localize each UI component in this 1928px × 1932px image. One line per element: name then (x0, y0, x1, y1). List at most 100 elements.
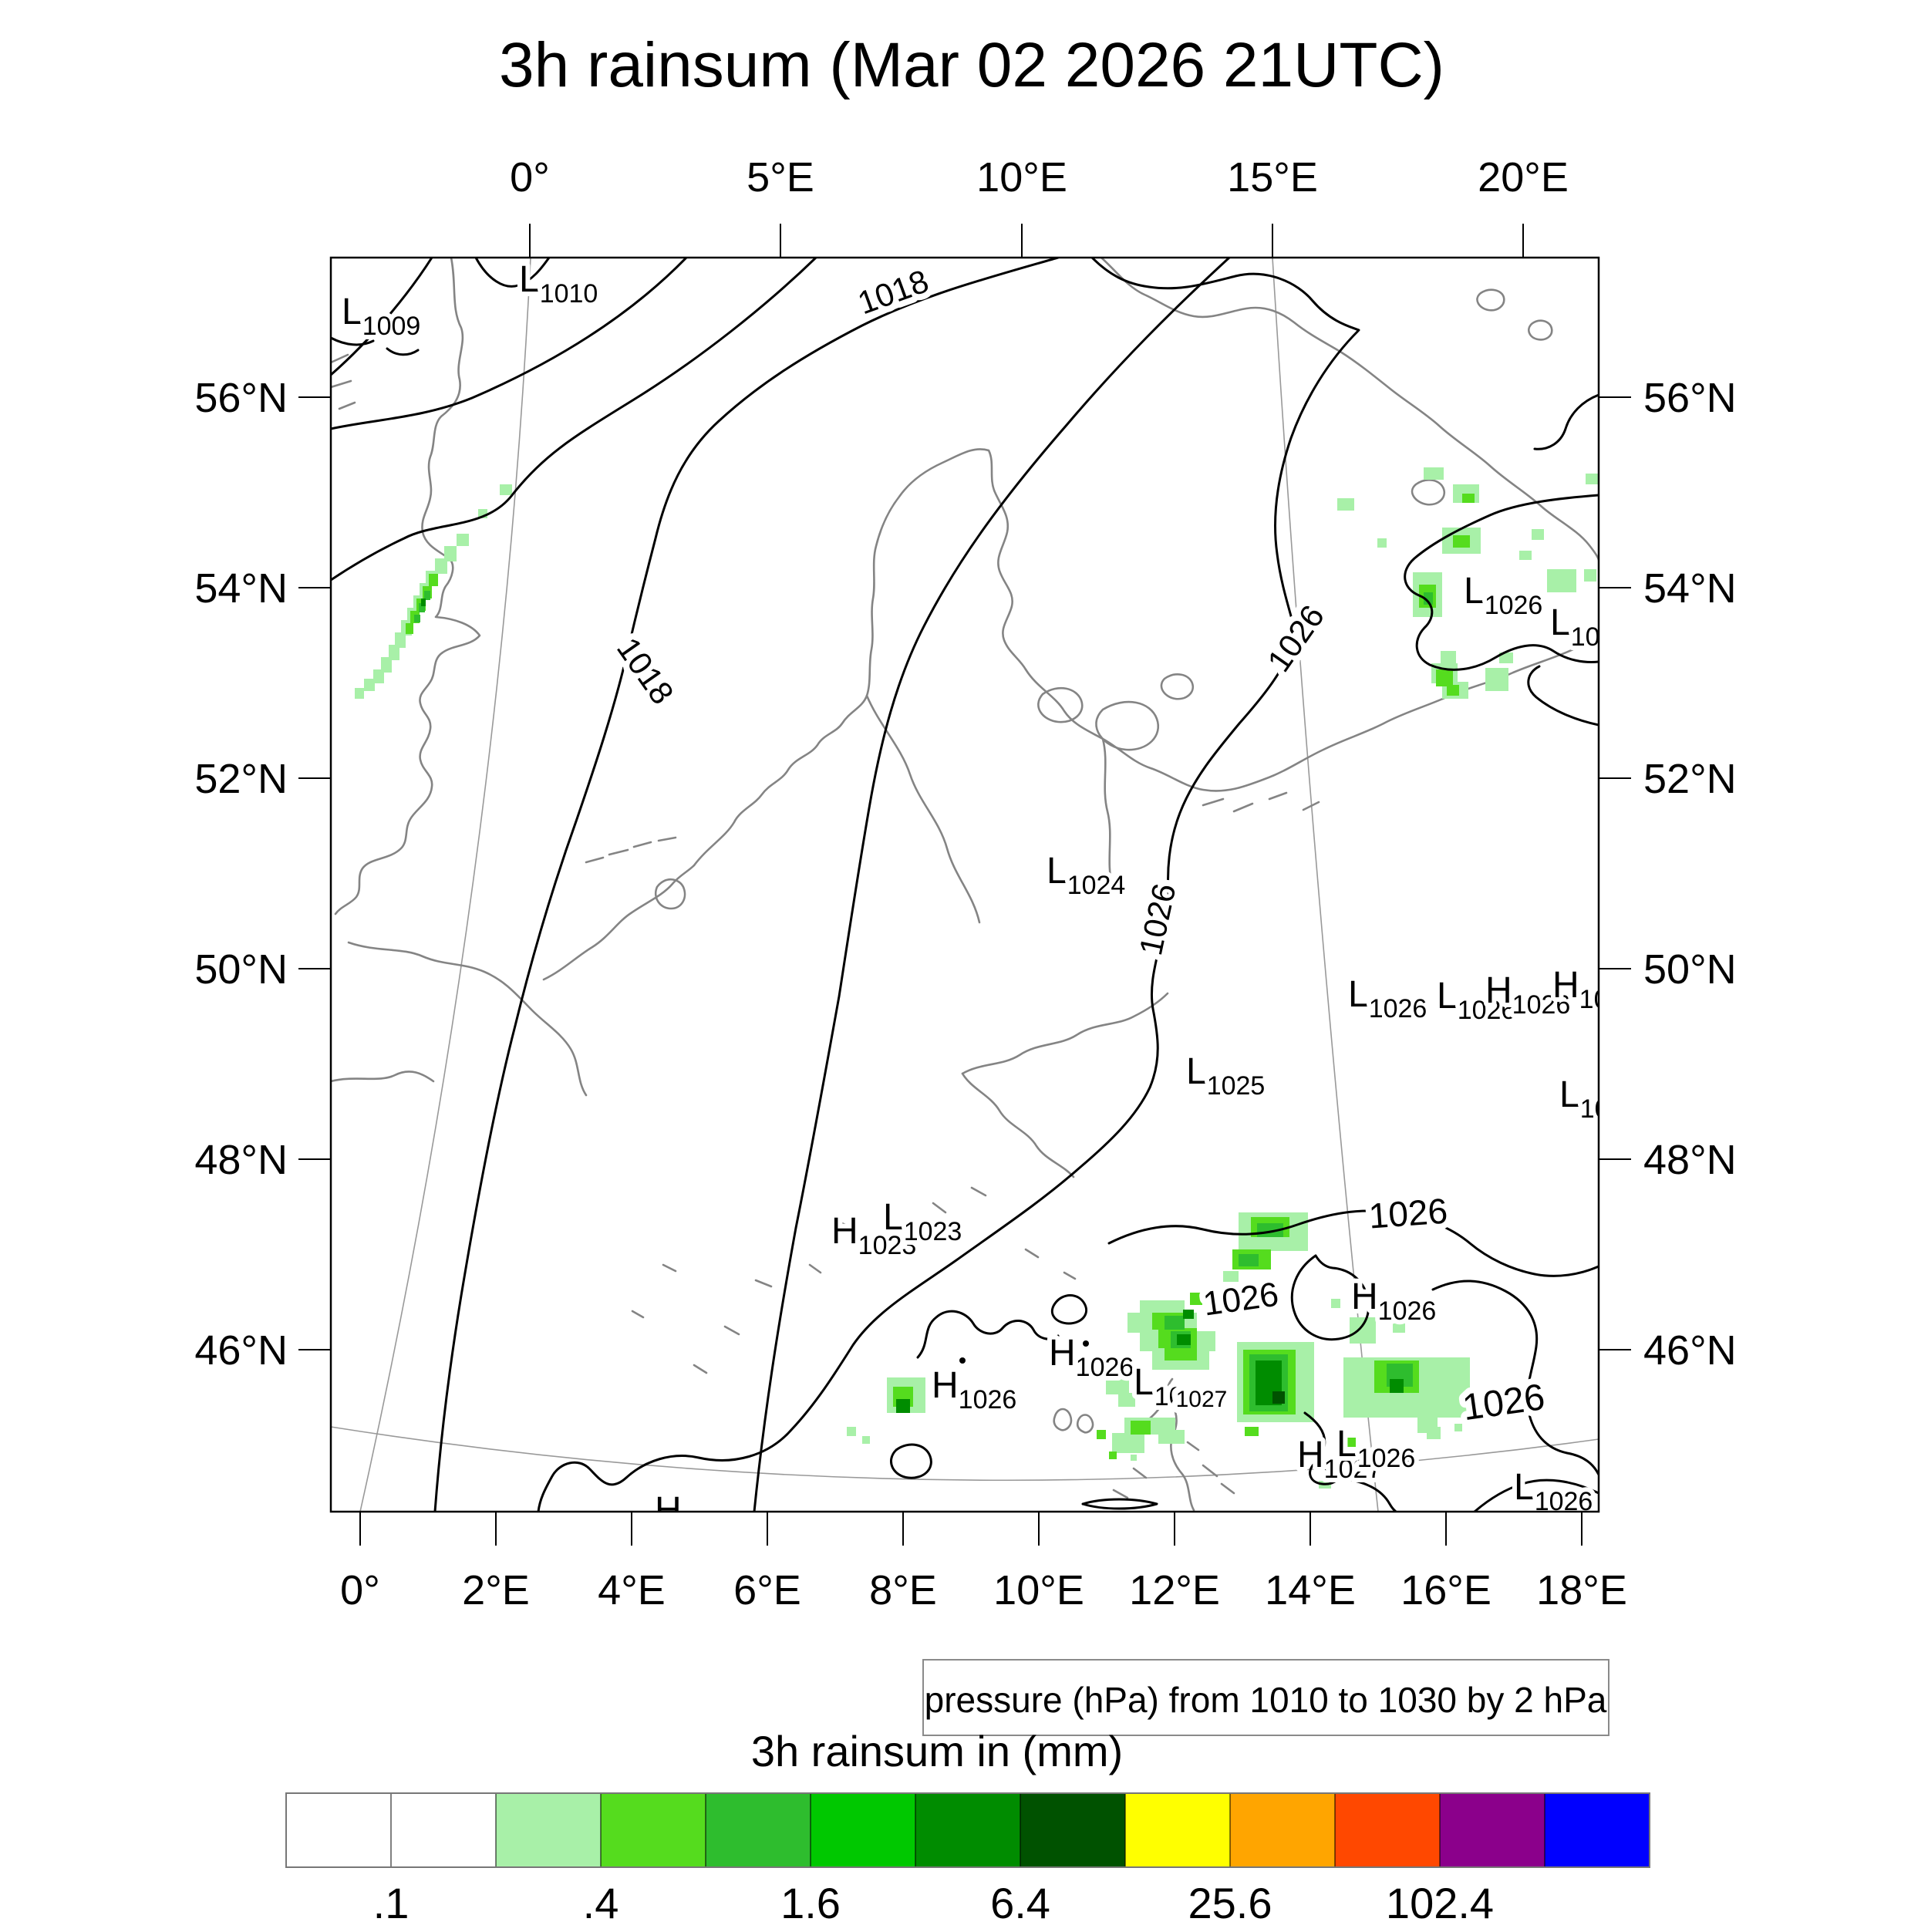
bottom-axis-label: 16°E (1400, 1567, 1492, 1613)
coastline (1053, 1408, 1094, 1434)
top-axis-label: 5°E (747, 154, 814, 201)
rain-cell (1586, 474, 1598, 484)
rain-cell (1131, 1421, 1151, 1435)
bottom-axis-label: 4°E (598, 1567, 666, 1613)
colorbar-cell (810, 1792, 916, 1868)
isobar (890, 1443, 932, 1479)
top-axis-label: 15°E (1227, 154, 1318, 201)
coastline (1112, 1441, 1235, 1499)
coastline (961, 1072, 1075, 1178)
right-axis-label: 54°N (1643, 565, 1737, 612)
colorbar-tick-label: 6.4 (990, 1879, 1050, 1927)
colorbar-cell (390, 1792, 497, 1868)
rain-cell (1377, 538, 1387, 548)
left-axis-label: 56°N (194, 375, 288, 421)
isobar (433, 258, 1060, 1512)
contour-value-label: 1026 (1460, 1377, 1547, 1428)
left-axis-label: 46°N (194, 1327, 288, 1374)
rain-cell (1532, 529, 1544, 540)
isobar (1404, 494, 1599, 671)
rain-cell (444, 546, 457, 561)
rain-cell (1584, 569, 1596, 582)
coastline (1095, 700, 1159, 751)
colorbar-cell (1229, 1792, 1336, 1868)
coastline (1476, 288, 1553, 341)
rain-cell (1547, 569, 1576, 592)
coastline (1100, 258, 1599, 561)
rain-cell (1337, 1428, 1345, 1436)
rain-cell (1337, 498, 1354, 511)
bottom-axis-label: 0° (340, 1567, 380, 1613)
top-axis-label: 20°E (1478, 154, 1569, 201)
contour-value-label: 1018 (610, 631, 681, 710)
coastline (1411, 479, 1446, 506)
isobar (1309, 1458, 1343, 1485)
colorbar: .1 .4 1.6 6.4 25.6 102.4 (285, 1792, 1650, 1927)
coastline (331, 1071, 435, 1083)
rain-cell (406, 623, 413, 634)
coastline (347, 941, 588, 1097)
low-pressure-label: L1026 (1336, 1424, 1415, 1473)
colorbar-cell (1439, 1792, 1545, 1868)
rain-cell (1165, 1316, 1185, 1330)
coastline (1037, 686, 1084, 723)
bottom-axis-label: 10°E (993, 1567, 1084, 1613)
rain-cell (419, 603, 425, 612)
isobar (1050, 1294, 1087, 1325)
left-axis-label: 54°N (194, 565, 288, 612)
rain-cell (1424, 592, 1433, 605)
isobar (1431, 1280, 1599, 1476)
low-pressure-label: L1009 (342, 292, 420, 341)
rain-cell (1519, 551, 1532, 560)
coastline (585, 836, 677, 864)
colorbar-cell (600, 1792, 706, 1868)
rain-cell (389, 645, 399, 660)
colorbar-tick-label: 1.6 (780, 1879, 841, 1927)
map-frame (329, 256, 1600, 1513)
isobar (1081, 1498, 1158, 1510)
low-pressure-label: L1026 (1348, 974, 1427, 1023)
map-axes: 0° 5°E 10°E 15°E 20°E 0° 2°E 4°E 6°E 8°E 10°E 12°E 1… (194, 154, 1736, 1613)
rain-cell (1097, 1430, 1106, 1439)
colorbar-cell (1124, 1792, 1231, 1868)
bottom-axis-label: 2°E (462, 1567, 530, 1613)
rain-cell (1272, 1391, 1285, 1404)
isobar (331, 258, 688, 430)
bottom-axis-label: 14°E (1265, 1567, 1356, 1613)
bottom-axis-label: 18°E (1536, 1567, 1627, 1613)
coastline (1160, 673, 1195, 700)
right-axis-label: 48°N (1643, 1137, 1737, 1183)
coastline (542, 864, 696, 981)
contour-value-label: 1027 (1176, 1387, 1228, 1412)
coastline (1101, 737, 1114, 887)
rain-cell (1245, 1427, 1259, 1436)
isobar (1527, 665, 1599, 727)
rain-cell (1424, 467, 1444, 480)
coastline (693, 448, 1027, 867)
rain-cell (381, 657, 392, 673)
colorbar-tick-label: .4 (583, 1879, 619, 1927)
rain-cell (1499, 652, 1513, 663)
isobar (1107, 1209, 1599, 1277)
rain-cell (1177, 1334, 1191, 1345)
rain-cell (1427, 1427, 1441, 1439)
rain-cell (1223, 1271, 1239, 1282)
rain-cell (1106, 1374, 1129, 1394)
rain-cell (1441, 651, 1456, 663)
contour-value-label: 1026 (1367, 1191, 1449, 1236)
isobar (331, 258, 433, 376)
coastline (631, 1186, 1077, 1374)
colorbar-tick-label: .1 (373, 1879, 410, 1927)
coastline (1161, 1393, 1195, 1512)
rain-cell (395, 632, 406, 648)
contour-value-label: 1026 (1260, 598, 1331, 678)
right-axis-label: 56°N (1643, 375, 1737, 421)
coastline (961, 992, 1169, 1075)
rain-cell (1350, 1317, 1376, 1344)
rain-cell (1447, 685, 1459, 696)
rain-cell (1140, 1300, 1185, 1314)
rain-cell (896, 1399, 910, 1413)
rain-cell (1347, 1438, 1356, 1447)
